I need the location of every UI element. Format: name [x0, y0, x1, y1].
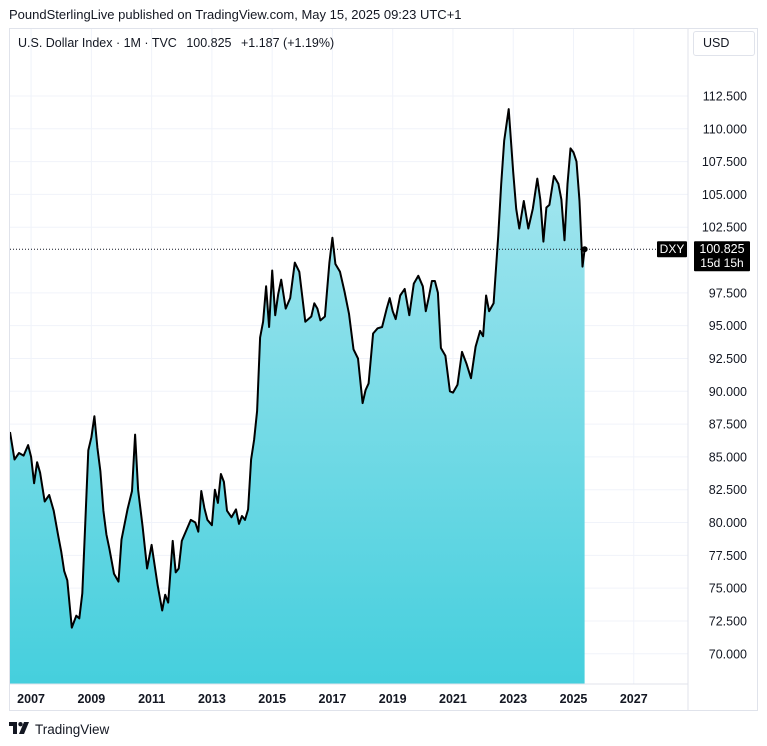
- currency-button[interactable]: USD: [693, 31, 755, 56]
- series-layer: [10, 108, 586, 684]
- y-tick-label: 110.000: [703, 122, 747, 136]
- last-price-dot: [581, 246, 588, 253]
- x-tick-label: 2019: [379, 692, 407, 706]
- x-tick-label: 2027: [620, 692, 648, 706]
- y-tick-label: 102.500: [702, 221, 747, 235]
- ticker-tag: [657, 241, 687, 258]
- x-tick-label: 2023: [499, 692, 527, 706]
- series-area: [10, 109, 585, 684]
- y-tick-label: 82.500: [709, 483, 747, 497]
- x-tick-label: 2025: [560, 692, 588, 706]
- legend-value: 100.825: [186, 36, 232, 50]
- x-tick-label: 2009: [77, 692, 105, 706]
- x-tick-label: 2011: [138, 692, 165, 706]
- symbol-legend: U.S. Dollar Index · 1M · TVC 100.825 +1.…: [18, 36, 334, 50]
- bar-countdown: 15d 15h: [700, 256, 743, 270]
- y-tick-label: 97.500: [709, 286, 747, 300]
- y-tick-label: 72.500: [709, 614, 747, 628]
- ticker-tag-label: DXY: [660, 242, 685, 256]
- x-tick-label: 2017: [319, 692, 347, 706]
- x-axis-ticks: 2007 2009 2011 2013 2015 2017 2019 2021 2023 2025…: [17, 692, 648, 706]
- y-tick-label: 80.000: [709, 516, 747, 530]
- y-tick-label: 107.500: [702, 155, 747, 169]
- publish-attribution: PoundSterlingLive published on TradingVi…: [9, 7, 462, 22]
- y-tick-label: 77.500: [709, 549, 747, 563]
- y-tick-label: 75.000: [709, 582, 747, 596]
- y-tick-label: 85.000: [709, 450, 747, 464]
- last-price-tag: [694, 241, 750, 272]
- x-tick-label: 2007: [17, 692, 45, 706]
- y-tick-label: 70.000: [709, 647, 747, 661]
- price-tag: DXY 100.825 15d 15h: [10, 241, 750, 272]
- x-tick-label: 2021: [439, 692, 467, 706]
- y-axis-ticks: 70.000 72.500 75.000 77.500 80.000 82.500 85.0…: [702, 89, 747, 661]
- footer: TradingView: [9, 720, 109, 738]
- last-price-value: 100.825: [699, 242, 744, 256]
- y-tick-label: 90.000: [709, 385, 747, 399]
- chart-frame: [9, 28, 758, 711]
- x-tick-label: 2015: [258, 692, 286, 706]
- tradingview-brand: TradingView: [35, 721, 110, 737]
- y-tick-label: 112.500: [703, 89, 747, 103]
- y-tick-label: 92.500: [709, 352, 747, 366]
- y-tick-label: 95.000: [709, 319, 747, 333]
- tradingview-logo-icon: [9, 722, 29, 734]
- x-tick-label: 2013: [198, 692, 226, 706]
- legend-change: +1.187 (+1.19%): [241, 36, 335, 50]
- series-line: [10, 108, 586, 629]
- y-tick-label: 105.000: [702, 188, 747, 202]
- symbol-description: U.S. Dollar Index · 1M · TVC: [18, 36, 177, 50]
- y-tick-label: 87.500: [709, 418, 747, 432]
